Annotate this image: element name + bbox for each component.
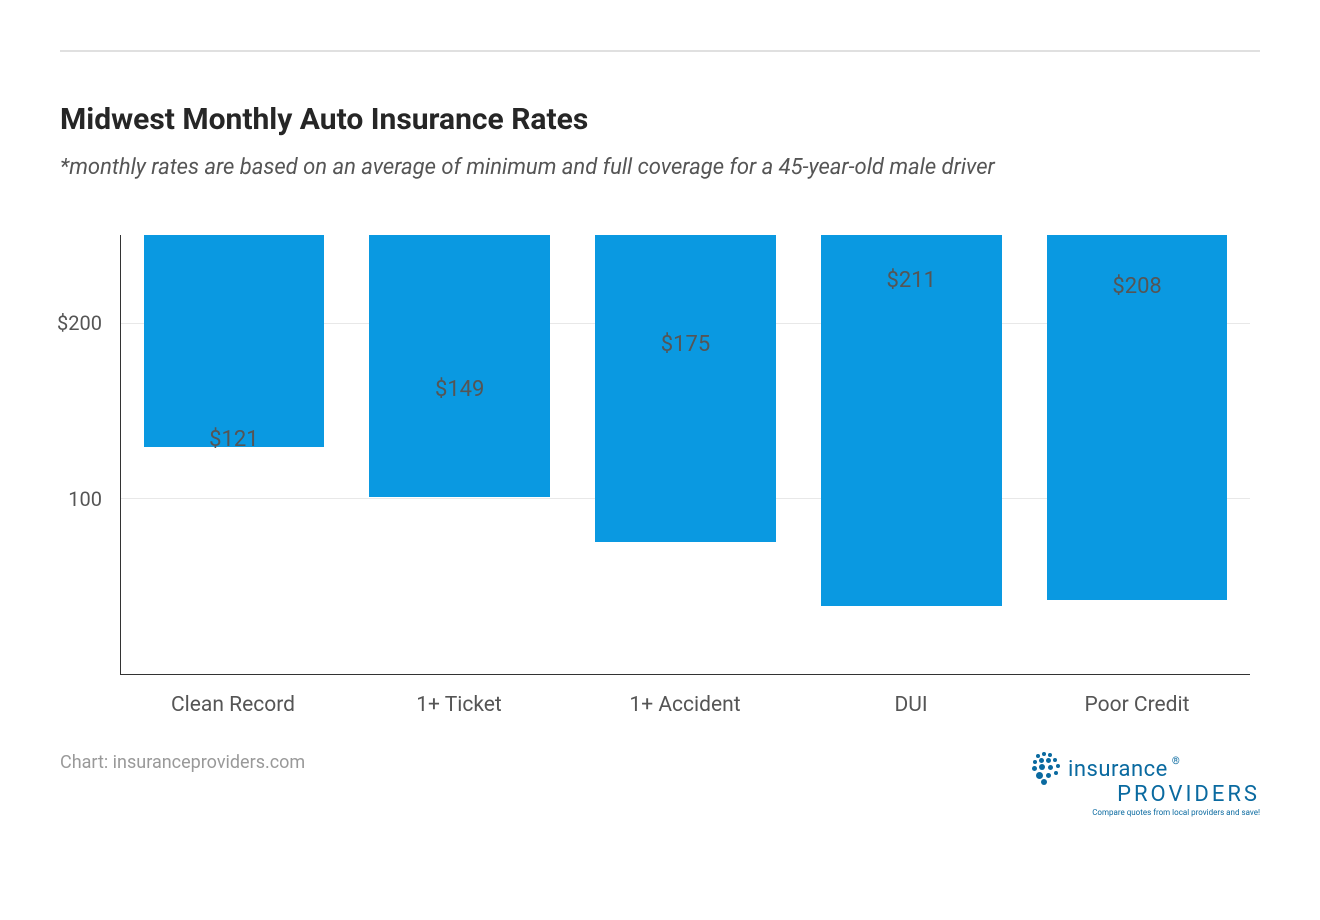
y-tick-label: 100 <box>68 487 102 511</box>
y-tick-label: $200 <box>57 311 102 335</box>
bar-slot: $211 <box>798 235 1024 674</box>
brand-logo: insurance ® PROVIDERS Compare quotes fro… <box>1030 752 1260 817</box>
x-axis-label: DUI <box>798 693 1024 717</box>
x-axis-label: 1+ Ticket <box>346 693 572 717</box>
x-axis-labels: Clean Record1+ Ticket1+ AccidentDUIPoor … <box>120 693 1250 717</box>
chart-area: 100$200 $121$149$175$211$208 <box>110 235 1260 675</box>
top-divider <box>60 50 1260 52</box>
logo-top-row: insurance ® <box>1030 752 1260 786</box>
bar-value-label: $121 <box>209 427 258 452</box>
chart-title: Midwest Monthly Auto Insurance Rates <box>60 102 1260 137</box>
bar <box>144 235 325 447</box>
chart-subtitle: *monthly rates are based on an average o… <box>60 155 1260 180</box>
bar-value-label: $211 <box>887 268 936 293</box>
chart-container: Midwest Monthly Auto Insurance Rates *mo… <box>0 0 1320 847</box>
bars-group: $121 $149 $175 $211 $208 <box>121 235 1250 674</box>
chart-credit: Chart: insuranceproviders.com <box>60 752 305 773</box>
y-axis: 100 $200 <box>60 235 110 675</box>
logo-dots-icon <box>1030 752 1064 786</box>
logo-tagline: Compare quotes from local providers and … <box>1030 808 1260 817</box>
bar-slot: $149 <box>347 235 573 674</box>
x-axis-label: Poor Credit <box>1024 693 1250 717</box>
logo-text-providers: PROVIDERS <box>1030 782 1260 807</box>
bar <box>369 235 550 497</box>
bar-value-label: $149 <box>435 377 484 402</box>
chart-footer: Chart: insuranceproviders.com <box>60 752 1260 817</box>
bar <box>595 235 776 542</box>
bar-slot: $208 <box>1024 235 1250 674</box>
x-axis-label: 1+ Accident <box>572 693 798 717</box>
bar-value-label: $208 <box>1112 274 1161 299</box>
bar-slot: $175 <box>573 235 799 674</box>
logo-text-insurance: insurance <box>1068 757 1168 782</box>
logo-registered-mark: ® <box>1172 756 1180 767</box>
x-axis-label: Clean Record <box>120 693 346 717</box>
bar-slot: $121 <box>121 235 347 674</box>
bar-value-label: $175 <box>661 332 710 357</box>
plot-area: $121 $149 $175 $211 $208 <box>120 235 1250 675</box>
